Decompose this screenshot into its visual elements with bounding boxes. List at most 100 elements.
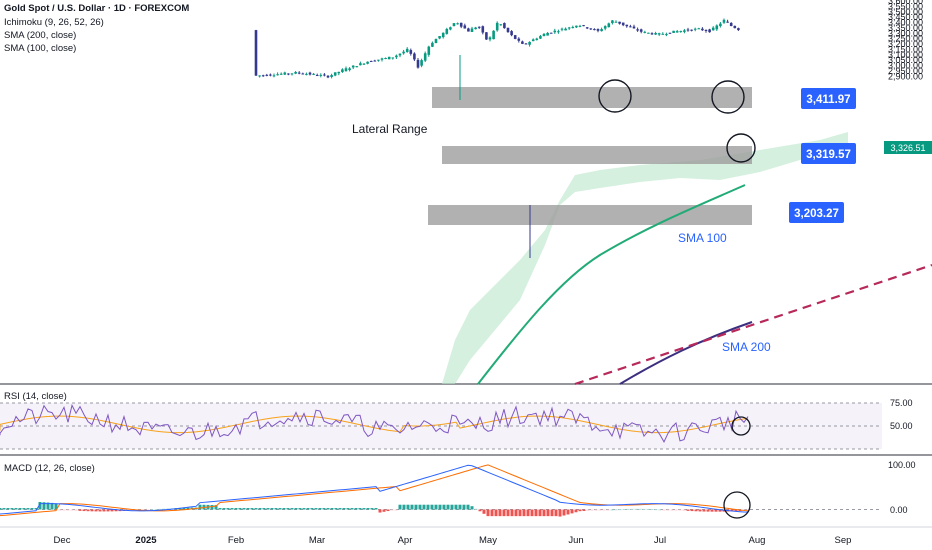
macd-histogram-bar: [686, 509, 690, 511]
candle-body: [341, 69, 344, 73]
candle-body: [416, 59, 420, 68]
candle-body: [611, 20, 614, 24]
candle-body: [330, 75, 333, 77]
candle-body: [420, 60, 423, 66]
macd-histogram-bar: [366, 508, 370, 510]
candle-body: [452, 23, 456, 27]
current-price-tag: [884, 141, 932, 154]
candle-body: [441, 32, 445, 38]
price-axis-tick: 3,100.00: [888, 50, 923, 60]
macd-histogram-bar: [282, 508, 286, 510]
macd-histogram-bar: [518, 509, 522, 517]
macd-histogram-bar: [582, 509, 586, 512]
candle-body: [693, 28, 697, 30]
price-axis-tick: 2,950.00: [888, 66, 923, 76]
candle-body: [456, 23, 459, 25]
macd-histogram-bar: [58, 509, 62, 511]
candle-body: [495, 22, 499, 31]
indicator-sma200-label[interactable]: SMA (200, close): [4, 30, 77, 41]
macd-histogram-bar: [574, 509, 578, 513]
candle-body: [737, 28, 740, 31]
macd-histogram-bar: [598, 509, 602, 511]
macd-histogram-bar: [94, 509, 98, 512]
macd-histogram-bar: [306, 508, 310, 510]
macd-circle: [723, 491, 751, 519]
candle-body: [261, 75, 265, 77]
macd-histogram-bar: [658, 509, 662, 511]
macd-histogram-bar: [370, 508, 374, 510]
macd-histogram-bar: [222, 508, 226, 510]
macd-histogram-bar: [226, 508, 230, 510]
trend-line: [574, 263, 932, 386]
rsi-pane-label[interactable]: RSI (14, close): [4, 391, 67, 402]
candle-body: [542, 33, 546, 37]
macd-histogram-bar: [338, 508, 342, 510]
macd-histogram-bar: [330, 508, 334, 510]
macd-histogram-bar: [394, 509, 398, 511]
macd-axis-tick: 100.00: [888, 460, 916, 470]
macd-histogram-bar: [702, 509, 706, 512]
macd-histogram-bar: [414, 504, 418, 510]
indicator-sma100-label[interactable]: SMA (100, close): [4, 43, 77, 54]
macd-histogram-bar: [106, 509, 110, 512]
macd-histogram-bar: [346, 508, 350, 510]
indicator-ichimoku-label[interactable]: Ichimoku (9, 26, 52, 26): [4, 17, 104, 28]
macd-histogram-bar: [350, 508, 354, 510]
candle-body: [683, 30, 686, 32]
candle-body: [521, 41, 524, 44]
macd-histogram-bar: [526, 509, 530, 517]
time-axis-tick: Apr: [398, 535, 413, 546]
candle-body: [618, 21, 621, 24]
macd-histogram-bar: [386, 509, 390, 512]
macd-histogram-bar: [246, 508, 250, 510]
macd-histogram-bar: [162, 508, 166, 510]
level-label-box: [789, 202, 844, 223]
price-axis-tick: 3,500.00: [888, 7, 923, 17]
macd-pane-label[interactable]: MACD (12, 26, close): [4, 463, 95, 474]
rsi-axis-tick: 50.00: [890, 421, 913, 431]
macd-histogram-bar: [662, 509, 666, 511]
candle-body: [323, 74, 326, 76]
candle-body: [427, 46, 431, 55]
macd-histogram-bar: [586, 509, 590, 511]
macd-histogram-bar: [522, 509, 526, 517]
time-axis-tick: 2025: [135, 535, 157, 546]
macd-histogram-bar: [382, 509, 386, 512]
time-axis-tick: Jun: [568, 535, 583, 546]
candle-body: [294, 71, 297, 74]
macd-histogram-bar: [530, 509, 534, 517]
macd-histogram-bar: [506, 509, 510, 517]
candle-body: [287, 73, 290, 75]
candle-body: [481, 26, 485, 33]
macd-histogram-bar: [98, 509, 102, 512]
macd-histogram-bar: [746, 509, 750, 511]
macd-histogram-bar: [446, 504, 450, 510]
candle-body: [557, 31, 560, 33]
candle-body: [369, 60, 373, 62]
candle-body: [463, 25, 467, 29]
macd-histogram-bar: [34, 508, 38, 510]
candle-body: [305, 73, 308, 75]
macd-histogram-bar: [694, 509, 698, 512]
candle-body: [679, 30, 683, 32]
macd-histogram-bar: [418, 504, 422, 510]
macd-histogram-bar: [626, 508, 630, 510]
candle-body: [643, 31, 647, 33]
macd-histogram-bar: [578, 509, 582, 512]
macd-histogram-bar: [614, 509, 618, 511]
support-circle: [726, 133, 756, 163]
candle-body: [409, 50, 413, 54]
candle-body: [675, 31, 679, 33]
macd-histogram-bar: [622, 508, 626, 510]
macd-histogram-bar: [318, 508, 322, 510]
macd-line: [0, 464, 749, 515]
macd-histogram-bar: [82, 509, 86, 512]
time-axis-tick: Sep: [835, 535, 852, 546]
candle-body: [283, 72, 287, 75]
candle-body: [625, 24, 629, 27]
macd-histogram-bar: [230, 508, 234, 510]
symbol-title[interactable]: Gold Spot / U.S. Dollar · 1D · FOREXCOM: [4, 3, 190, 14]
candles: [254, 18, 740, 79]
time-axis-tick: Mar: [309, 535, 325, 546]
